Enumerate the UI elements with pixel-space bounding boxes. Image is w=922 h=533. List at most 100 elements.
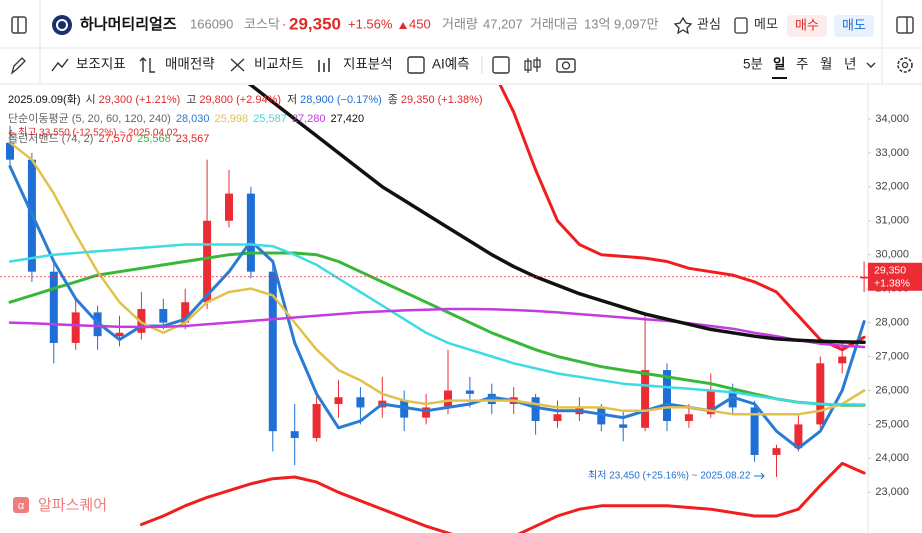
legend-label: 시 xyxy=(86,94,96,106)
high-arrow xyxy=(8,129,15,137)
current-price-label: 29,350 xyxy=(874,265,906,277)
y-tick-label: 30,000 xyxy=(875,249,909,261)
line xyxy=(8,243,866,406)
buy-button[interactable]: 매수 xyxy=(795,17,819,32)
current-change-label: +1.38% xyxy=(874,278,910,290)
candle-body xyxy=(334,397,343,405)
watermark: 알파스퀘어 xyxy=(38,497,107,514)
price: 29,350 xyxy=(289,14,341,33)
logo xyxy=(52,15,72,35)
legend-value: 27,570 xyxy=(98,133,132,145)
legend-value: 28,030 xyxy=(176,113,210,125)
watermark-logo xyxy=(13,497,29,513)
line xyxy=(247,85,866,345)
tool-button[interactable]: 지표분석 xyxy=(343,57,393,72)
tool-button[interactable]: AI예측 xyxy=(432,57,470,72)
line xyxy=(498,85,866,352)
watch-button[interactable]: 관심 xyxy=(697,16,721,31)
settings-center xyxy=(901,61,909,69)
candle-body xyxy=(553,414,562,422)
candle-body xyxy=(290,431,299,438)
y-tick-label: 27,000 xyxy=(875,350,909,362)
candle-body xyxy=(137,309,146,333)
legend-value: 29,350 (+1.38%) xyxy=(401,94,483,106)
candle-body xyxy=(71,312,80,343)
header: 하나머티리얼즈 166090 코스닥 · 29,350 +1.56% 450 거… xyxy=(0,0,922,49)
ai-icon xyxy=(407,56,425,74)
candle-body xyxy=(356,397,365,408)
candle-body xyxy=(422,407,431,418)
low-note: 최저 23,450 (+25.16%) ~ 2025.08.22 xyxy=(588,470,751,482)
y-tick-label: 24,000 xyxy=(875,452,909,464)
candle-body xyxy=(246,193,255,272)
candle-body xyxy=(159,309,168,323)
camera-icon[interactable] xyxy=(556,58,576,73)
sell-button[interactable]: 매도 xyxy=(842,17,866,32)
volume: 47,207 xyxy=(483,16,523,31)
tool-button[interactable]: 비교차트 xyxy=(254,57,304,72)
candle-icon[interactable] xyxy=(524,57,541,73)
change: 450 xyxy=(409,16,431,31)
legend-label: 종 xyxy=(388,94,398,106)
line xyxy=(8,141,866,416)
draw-icon[interactable] xyxy=(10,57,26,75)
period-button[interactable]: 년 xyxy=(844,57,856,72)
candle-body xyxy=(268,271,277,432)
current-price-badge xyxy=(868,262,922,291)
stock-code: 166090 xyxy=(190,16,233,31)
candle-body xyxy=(794,424,803,449)
period-button[interactable]: 일 xyxy=(773,57,785,72)
compare-icon xyxy=(230,58,245,72)
legend-value: 29,300 (+1.21%) xyxy=(99,94,181,106)
amount-label: 거래대금 xyxy=(530,16,578,31)
toolbar: 보조지표 매매전략 비교차트 지표분석 AI예측 5분 일 주 월 년 xyxy=(0,48,922,85)
tool-button[interactable]: 보조지표 xyxy=(76,57,126,72)
memo-button[interactable]: 메모 xyxy=(754,16,778,31)
checkbox-icon[interactable] xyxy=(492,56,510,74)
star-icon xyxy=(673,16,693,35)
candle-body xyxy=(465,390,474,394)
legend-value: 25,568 xyxy=(137,133,171,145)
change-pct: +1.56% xyxy=(348,16,393,31)
chevron[interactable] xyxy=(866,62,876,68)
y-tick-label: 23,000 xyxy=(875,486,909,498)
period-button[interactable]: 5분 xyxy=(743,57,763,72)
candle-body xyxy=(400,400,409,418)
legend-label: 고 xyxy=(186,94,196,106)
sell-button-bg[interactable] xyxy=(834,15,874,37)
candle-body xyxy=(49,271,58,343)
y-tick-label: 31,000 xyxy=(875,215,909,227)
y-tick-label: 28,000 xyxy=(875,316,909,328)
volume-label: 거래량 xyxy=(442,16,478,31)
tool-button[interactable]: 매매전략 xyxy=(165,57,215,72)
panel-icon[interactable] xyxy=(896,16,914,34)
candle-body xyxy=(203,220,212,303)
candle-body xyxy=(487,393,496,405)
y-tick-label: 32,000 xyxy=(875,181,909,193)
sidebar-icon[interactable] xyxy=(11,16,27,34)
candle-body xyxy=(6,142,14,160)
candle-body xyxy=(750,407,759,455)
legend-value: 27,280 xyxy=(292,113,326,125)
candle-body xyxy=(860,276,868,279)
indicator-icon xyxy=(51,58,69,72)
buy-button-bg[interactable] xyxy=(787,15,827,37)
candle-body xyxy=(838,356,847,364)
period-button[interactable]: 주 xyxy=(796,57,808,72)
candle-body xyxy=(684,414,693,422)
candle-body xyxy=(444,390,452,408)
logo-mark xyxy=(56,19,68,31)
legend-value: 25,587 xyxy=(253,113,287,125)
dot: · xyxy=(282,16,286,31)
low-arrow xyxy=(754,472,765,480)
ma-title: 단순이동평균 (5, 20, 60, 120, 240) xyxy=(8,112,171,125)
period-button[interactable]: 월 xyxy=(820,57,832,72)
settings-icon[interactable] xyxy=(897,57,913,73)
candle-body xyxy=(115,332,124,337)
analysis-icon xyxy=(318,58,330,72)
up-arrow xyxy=(399,22,407,29)
candle-body xyxy=(816,363,825,425)
candle-body xyxy=(619,424,628,428)
candle-body xyxy=(597,407,606,425)
